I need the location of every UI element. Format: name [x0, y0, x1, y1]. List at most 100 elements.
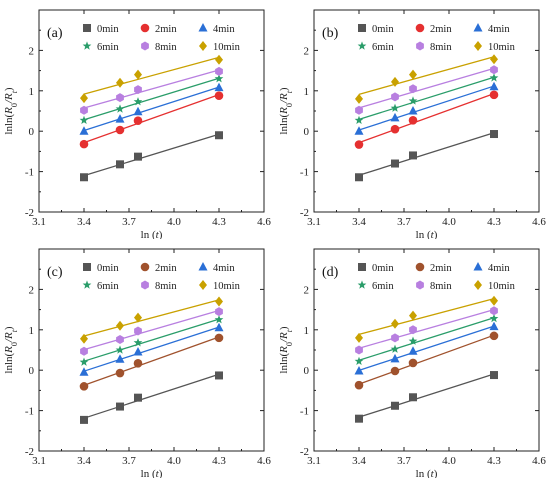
- y-axis-title-prefix: lnln(: [278, 352, 290, 373]
- panel-label: (a): [47, 26, 63, 41]
- plot-frame: [313, 9, 540, 213]
- legend-label: 2min: [155, 24, 177, 35]
- data-point-8min: [391, 333, 399, 343]
- y-axis-title: lnln(R0/Rt): [278, 326, 294, 374]
- y-axis-title-prefix: lnln(: [3, 113, 15, 134]
- legend-marker: [415, 262, 425, 272]
- data-point-10min: [215, 54, 223, 65]
- x-axis-title-suffix: ): [434, 468, 438, 478]
- panel-label: (c): [47, 265, 63, 280]
- legend-label: 8min: [155, 42, 177, 53]
- legend-marker: [358, 263, 366, 271]
- data-point-0min: [134, 393, 142, 402]
- data-point-2min: [408, 115, 418, 125]
- data-point-6min: [214, 74, 224, 83]
- x-tick-label: 3.7: [397, 455, 411, 467]
- data-point-4min: [354, 366, 364, 375]
- y-axis-title-suffix: ): [278, 87, 290, 91]
- data-point-6min: [390, 103, 400, 112]
- data-point-10min: [134, 312, 142, 323]
- legend-label: 8min: [155, 281, 177, 292]
- y-tick-label: 2: [29, 45, 35, 57]
- fit-line-4min: [358, 85, 495, 131]
- legend-marker: [83, 24, 91, 32]
- data-point-0min: [80, 415, 88, 424]
- data-point-2min: [79, 382, 89, 391]
- data-point-2min: [115, 125, 125, 135]
- y-axis-title-r0: R: [3, 346, 15, 354]
- legend-label: 4min: [488, 263, 510, 274]
- fit-line-0min: [358, 132, 495, 176]
- data-point-10min: [355, 332, 363, 343]
- data-point-8min: [80, 105, 88, 115]
- y-axis-title-rt-sub: t: [10, 90, 19, 93]
- legend-marker: [416, 280, 424, 290]
- legend-label: 8min: [430, 281, 452, 292]
- data-point-8min: [355, 105, 363, 115]
- x-tick-label: 4.0: [442, 216, 456, 228]
- data-point-4min: [214, 82, 224, 92]
- chart-panel-d: 3.1 3.4 3.7 4.0 4.3 4.6 -2 -1 0 1 2 ln (t) lnln(R0/R…: [275, 239, 550, 478]
- y-axis-title-rt-sub: t: [10, 329, 19, 332]
- x-tick-label: 4.6: [532, 455, 546, 467]
- data-point-6min: [133, 97, 143, 106]
- data-point-0min: [490, 130, 498, 139]
- y-tick-label: -1: [300, 406, 309, 418]
- data-point-10min: [116, 77, 124, 88]
- data-point-6min: [79, 115, 89, 125]
- data-point-2min: [115, 368, 125, 378]
- data-point-6min: [354, 356, 364, 366]
- data-point-2min: [133, 116, 143, 125]
- data-point-10min: [80, 93, 88, 104]
- data-point-6min: [354, 115, 364, 125]
- data-point-2min: [408, 358, 418, 368]
- data-point-2min: [390, 366, 400, 376]
- x-axis-title: ln (t): [416, 468, 438, 478]
- data-point-0min: [391, 401, 399, 410]
- y-axis-title-slash: /: [278, 338, 290, 343]
- data-point-0min: [355, 414, 363, 423]
- y-axis-title-suffix: ): [3, 87, 15, 91]
- data-point-4min: [133, 106, 143, 116]
- fit-line-6min: [358, 76, 495, 120]
- x-axis-title: ln (t): [141, 468, 163, 478]
- fit-line-2min: [83, 93, 220, 144]
- y-axis-title-rt: R: [3, 93, 15, 101]
- y-axis-title-slash: /: [3, 99, 15, 104]
- legend-label: 6min: [97, 42, 119, 53]
- legend-label: 0min: [372, 24, 394, 35]
- data-point-0min: [409, 151, 417, 160]
- y-axis-title-suffix: ): [278, 326, 290, 330]
- y-tick-label: -2: [300, 207, 309, 219]
- y-tick-label: 0: [29, 126, 35, 138]
- legend-marker: [199, 41, 207, 51]
- data-point-2min: [133, 359, 143, 368]
- fit-line-8min: [358, 67, 495, 109]
- legend-label: 2min: [430, 24, 452, 35]
- data-point-2min: [214, 91, 224, 100]
- legend-label: 6min: [372, 42, 394, 53]
- fit-line-8min: [358, 308, 495, 349]
- x-tick-label: 3.1: [307, 216, 321, 228]
- y-tick-label: 1: [304, 325, 310, 337]
- y-axis-title-r0-sub: 0: [10, 103, 19, 107]
- data-point-8min: [80, 346, 88, 356]
- data-point-4min: [214, 322, 224, 332]
- fit-line-4min: [83, 86, 220, 132]
- x-tick-label: 4.3: [487, 455, 501, 467]
- y-axis-title-r0-sub: 0: [10, 342, 19, 346]
- legend-marker: [415, 23, 425, 33]
- x-tick-label: 3.1: [32, 216, 46, 228]
- data-point-8min: [134, 326, 142, 336]
- data-point-8min: [355, 345, 363, 355]
- fit-line-2min: [83, 336, 220, 386]
- x-axis-title-prefix: ln (: [416, 229, 431, 239]
- x-axis-title-prefix: ln (: [416, 468, 431, 478]
- y-axis-title-r0: R: [3, 107, 15, 115]
- fit-line-6min: [358, 317, 495, 361]
- x-tick-label: 4.6: [532, 216, 546, 228]
- data-point-6min: [408, 96, 418, 105]
- y-tick-label: 1: [304, 86, 310, 98]
